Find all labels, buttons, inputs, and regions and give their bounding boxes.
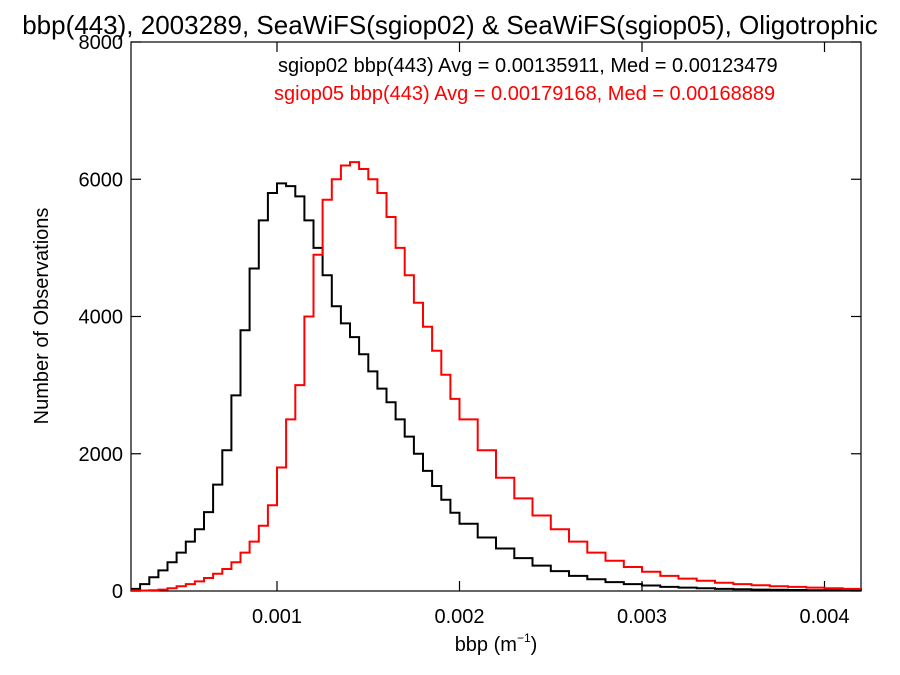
x-axis: 0.001 0.002 0.003 0.004 — [252, 42, 850, 628]
x-tick-label: 0.003 — [617, 606, 667, 628]
y-tick-label: 8000 — [79, 32, 124, 54]
x-tick-label: 0.002 — [434, 606, 484, 628]
y-axis-label: Number of Observations — [31, 208, 53, 425]
x-tick-label: 0.004 — [799, 606, 849, 628]
x-tick-label: 0.001 — [252, 606, 302, 628]
x-axis-label: bbp (m−1) — [455, 631, 538, 656]
legend-entry-sgiop05: sgiop05 bbp(443) Avg = 0.00179168, Med =… — [274, 83, 775, 105]
legend-entry-sgiop02: sgiop02 bbp(443) Avg = 0.00135911, Med =… — [278, 55, 778, 77]
x-axis-label-close: ) — [531, 634, 538, 656]
x-axis-label-superscript: −1 — [517, 631, 531, 645]
series-line-1 — [131, 161, 862, 592]
chart-title: bbp(443), 2003289, SeaWiFS(sgiop02) & Se… — [22, 10, 878, 40]
plot-frame — [130, 41, 862, 592]
series-line-0 — [131, 182, 862, 592]
y-tick-label: 4000 — [79, 307, 124, 329]
y-tick-label: 2000 — [79, 444, 124, 466]
y-tick-label: 0 — [112, 581, 123, 603]
series-lines — [131, 161, 862, 592]
y-tick-label: 6000 — [79, 169, 124, 191]
y-axis: 0 2000 4000 6000 8000 — [79, 32, 861, 603]
x-axis-label-main: bbp (m — [455, 634, 517, 656]
